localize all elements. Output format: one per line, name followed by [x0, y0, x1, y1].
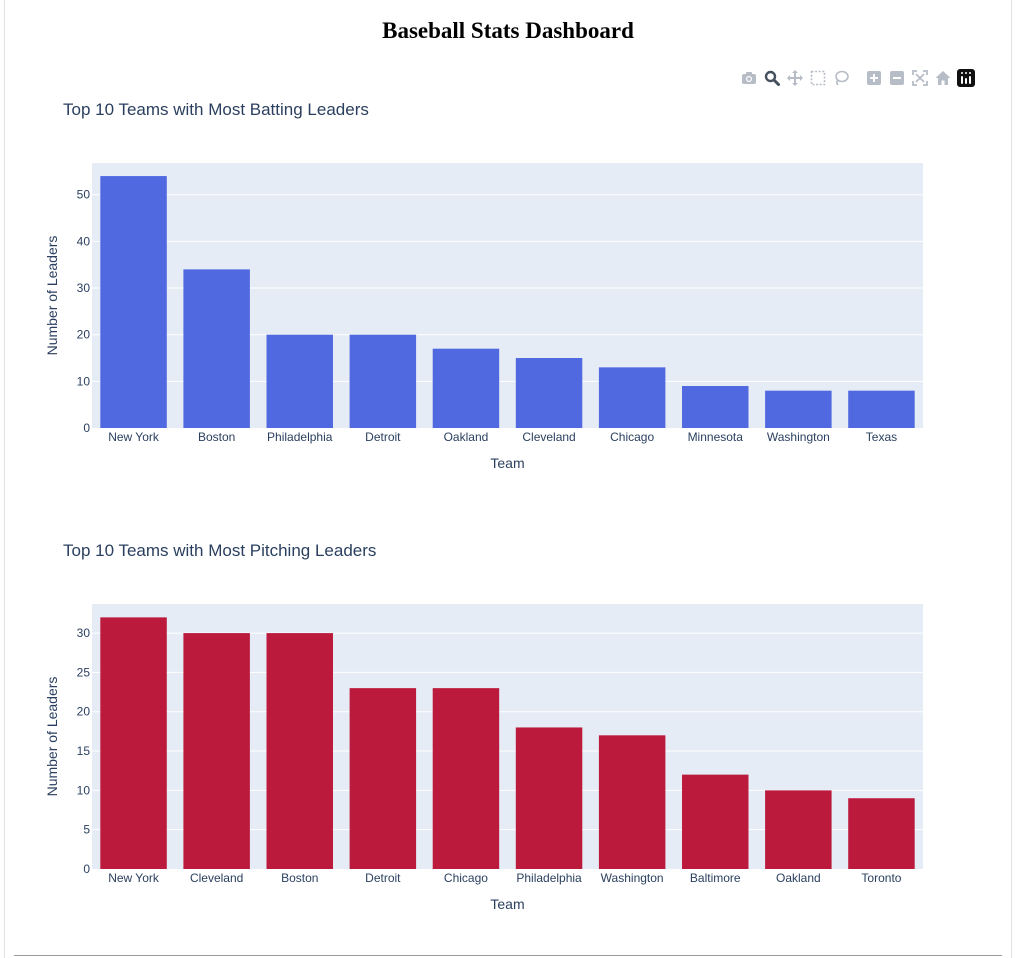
bar[interactable] [598, 735, 666, 869]
x-tick-label: Washington [601, 871, 664, 885]
x-tick-label: Boston [281, 871, 318, 885]
bar[interactable] [349, 688, 417, 869]
x-tick-label: Philadelphia [267, 430, 333, 444]
y-tick-label: 5 [83, 823, 90, 837]
y-tick-label: 25 [77, 665, 91, 679]
x-tick-label: Philadelphia [516, 871, 582, 885]
bar[interactable] [100, 617, 167, 869]
bar[interactable] [432, 348, 500, 428]
x-tick-label: New York [108, 871, 160, 885]
pitching-leaders-chart: Top 10 Teams with Most Pitching Leaders … [44, 541, 923, 912]
y-tick-label: 10 [77, 374, 91, 388]
x-tick-label: Detroit [365, 430, 401, 444]
y-tick-label: 0 [83, 421, 90, 435]
chart-title: Top 10 Teams with Most Batting Leaders [63, 100, 369, 119]
x-tick-label: Oakland [444, 430, 489, 444]
batting-leaders-chart: Top 10 Teams with Most Batting Leaders 0… [44, 100, 923, 471]
bar[interactable] [848, 798, 915, 869]
bar[interactable] [183, 633, 250, 869]
x-tick-label: Chicago [444, 871, 488, 885]
y-tick-label: 20 [77, 328, 91, 342]
y-tick-labels: 0 10 20 30 40 50 [77, 188, 91, 435]
x-tick-label: Chicago [610, 430, 654, 444]
y-tick-labels: 0 5 10 15 20 25 30 [77, 626, 91, 876]
y-tick-label: 15 [77, 744, 91, 758]
y-tick-label: 0 [83, 862, 90, 876]
x-tick-label: Minnesota [688, 430, 744, 444]
x-axis-title: Team [490, 896, 524, 912]
y-tick-label: 40 [77, 234, 91, 248]
reset-axes-icon[interactable] [934, 69, 952, 87]
y-tick-label: 30 [77, 281, 91, 295]
x-tick-label: Washington [767, 430, 830, 444]
y-tick-label: 50 [77, 188, 91, 202]
y-tick-label: 30 [77, 626, 91, 640]
y-tick-label: 20 [77, 705, 91, 719]
x-tick-label: Oakland [776, 871, 821, 885]
bar[interactable] [848, 390, 915, 428]
bar[interactable] [100, 176, 167, 428]
bar[interactable] [432, 688, 500, 869]
bar[interactable] [183, 269, 250, 428]
x-tick-label: Cleveland [522, 430, 575, 444]
page-frame [4, 0, 1012, 958]
autoscale-icon[interactable] [911, 69, 929, 87]
lasso-select-icon[interactable] [832, 69, 850, 87]
bar[interactable] [515, 358, 583, 428]
bar[interactable] [598, 367, 666, 428]
bars [100, 176, 915, 428]
zoom-icon[interactable] [763, 69, 781, 87]
x-tick-label: New York [108, 430, 160, 444]
bar[interactable] [765, 790, 832, 869]
x-tick-label: Toronto [861, 871, 901, 885]
y-axis-title: Number of Leaders [44, 236, 60, 356]
x-tick-label: Cleveland [190, 871, 243, 885]
box-select-icon[interactable] [809, 69, 827, 87]
chart-title: Top 10 Teams with Most Pitching Leaders [63, 541, 376, 560]
y-tick-label: 10 [77, 783, 91, 797]
bar[interactable] [266, 633, 333, 869]
zoom-in-icon[interactable] [865, 69, 883, 87]
x-tick-label: Boston [198, 430, 235, 444]
divider [14, 955, 1002, 956]
x-tick-label: Texas [866, 430, 897, 444]
bar[interactable] [682, 774, 749, 869]
x-tick-labels: New York Cleveland Boston Detroit Chicago Phi… [108, 871, 902, 885]
x-tick-label: Detroit [365, 871, 401, 885]
zoom-out-icon[interactable] [888, 69, 906, 87]
pan-icon[interactable] [786, 69, 804, 87]
y-axis-title: Number of Leaders [44, 677, 60, 797]
bar[interactable] [682, 386, 749, 428]
page-title: Baseball Stats Dashboard [382, 18, 634, 43]
bar[interactable] [349, 334, 417, 428]
chart-modebar [740, 67, 980, 89]
x-tick-labels: New York Boston Philadelphia Detroit Oakland… [108, 430, 897, 444]
x-axis-title: Team [490, 455, 524, 471]
bar[interactable] [266, 334, 333, 428]
bar[interactable] [765, 390, 832, 428]
camera-icon[interactable] [740, 69, 758, 87]
bars [100, 617, 915, 869]
bar[interactable] [515, 727, 583, 869]
x-tick-label: Baltimore [690, 871, 741, 885]
plotly-logo-icon[interactable] [957, 69, 975, 87]
